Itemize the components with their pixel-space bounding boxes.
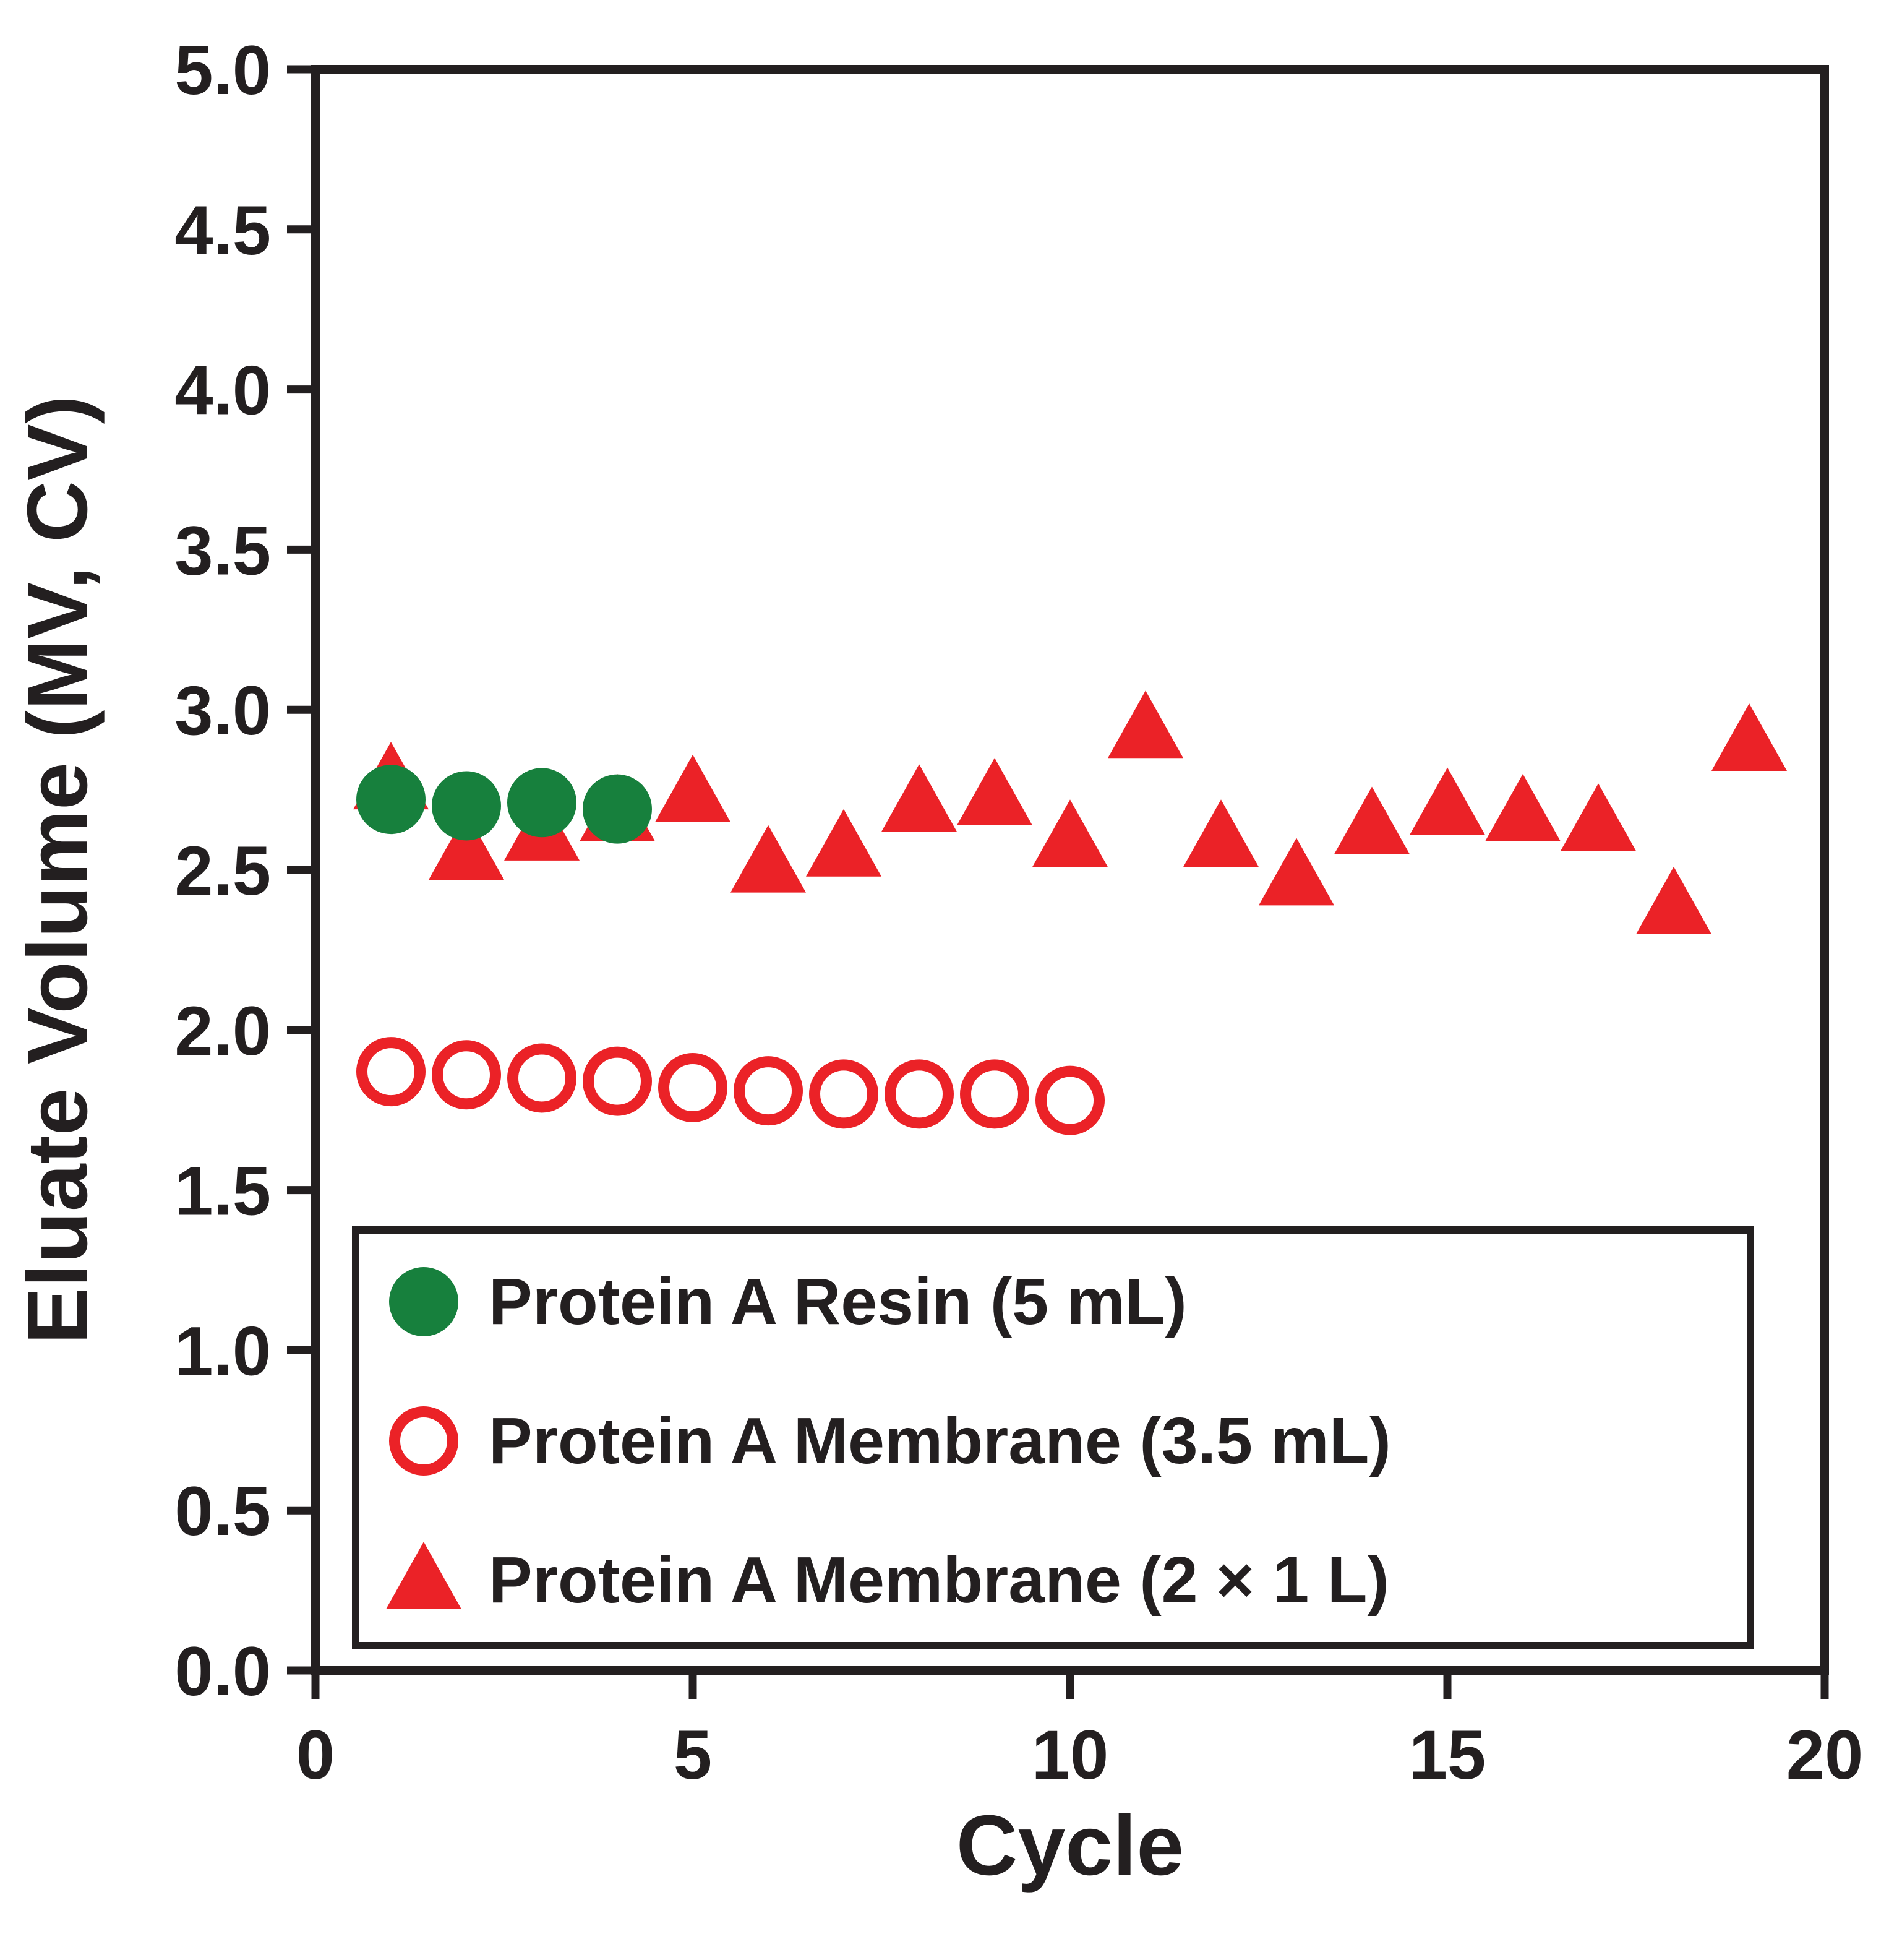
data-point-triangle — [1711, 703, 1787, 771]
data-point-open-circle — [885, 1059, 954, 1129]
data-point-open-circle — [809, 1059, 878, 1129]
data-point-open-circle — [658, 1052, 727, 1122]
axes: 0 5 10 15 20 0.0 0.5 1.0 1.5 2.0 2.5 3.0 3.5 4.0 4.5 5.… — [174, 32, 1863, 1794]
data-point-open-circle — [960, 1059, 1029, 1129]
data-point-triangle — [1259, 838, 1334, 906]
data-point-triangle — [386, 1542, 461, 1609]
data-point-open-circle — [432, 1040, 501, 1110]
data-point-triangle — [1485, 773, 1561, 841]
data-point-triangle — [1334, 786, 1410, 854]
data-point-open-circle — [507, 1043, 576, 1113]
y-tick-label: 2.0 — [174, 992, 271, 1070]
y-tick-label: 4.0 — [174, 352, 271, 429]
y-tick-label: 3.0 — [174, 672, 271, 749]
legend-marker-open-circle — [389, 1406, 458, 1476]
data-point-filled-circle — [432, 771, 501, 841]
y-tick-label: 1.0 — [174, 1312, 271, 1390]
x-tick-label: 5 — [674, 1716, 712, 1794]
legend-marker-filled-circle — [389, 1267, 458, 1336]
data-point-filled-circle — [583, 774, 652, 844]
data-point-triangle — [1108, 690, 1183, 759]
data-point-triangle — [730, 825, 806, 893]
data-point-triangle — [1032, 799, 1108, 867]
legend: Protein A Resin (5 mL) Protein A Membran… — [352, 1226, 1754, 1649]
x-tick-label: 20 — [1786, 1716, 1864, 1794]
y-tick-label: 0.5 — [174, 1472, 271, 1550]
data-point-triangle — [881, 764, 957, 832]
y-axis-title: Eluate Volume (MV, CV) — [10, 395, 105, 1344]
x-tick-label: 10 — [1032, 1716, 1109, 1794]
data-point-filled-circle — [389, 1267, 458, 1336]
data-point-filled-circle — [507, 768, 576, 838]
legend-border — [352, 1226, 1754, 1649]
data-point-triangle — [1636, 866, 1711, 934]
y-tick-label: 4.5 — [174, 192, 271, 269]
legend-entry-membrane-small: Protein A Membrane (3.5 mL) — [489, 1404, 1391, 1477]
data-point-triangle — [429, 812, 504, 880]
data-point-filled-circle — [356, 765, 426, 835]
data-point-open-circle — [583, 1046, 652, 1116]
legend-entry-resin: Protein A Resin (5 mL) — [489, 1265, 1187, 1338]
y-tick-label: 3.5 — [174, 512, 271, 589]
data-point-open-circle — [356, 1037, 426, 1107]
data-point-open-circle — [389, 1406, 458, 1476]
legend-marker-filled-triangle — [386, 1542, 461, 1609]
x-tick-label: 0 — [296, 1716, 335, 1794]
data-points — [353, 690, 1787, 1135]
data-point-triangle — [1410, 767, 1485, 835]
data-point-open-circle — [734, 1056, 803, 1126]
data-point-open-circle — [1035, 1065, 1105, 1135]
y-tick-label: 1.5 — [174, 1153, 271, 1230]
x-axis-title: Cycle — [956, 1798, 1184, 1893]
x-tick-label: 15 — [1409, 1716, 1486, 1794]
data-point-triangle — [655, 754, 730, 822]
y-tick-label: 5.0 — [174, 32, 271, 109]
y-tick-label: 0.0 — [174, 1633, 271, 1710]
y-tick-label: 2.5 — [174, 832, 271, 909]
data-point-triangle — [1183, 799, 1259, 867]
data-point-triangle — [806, 809, 881, 877]
legend-entry-membrane-large: Protein A Membrane (2 × 1 L) — [489, 1544, 1389, 1617]
data-point-triangle — [1561, 783, 1636, 851]
data-point-triangle — [957, 757, 1032, 825]
